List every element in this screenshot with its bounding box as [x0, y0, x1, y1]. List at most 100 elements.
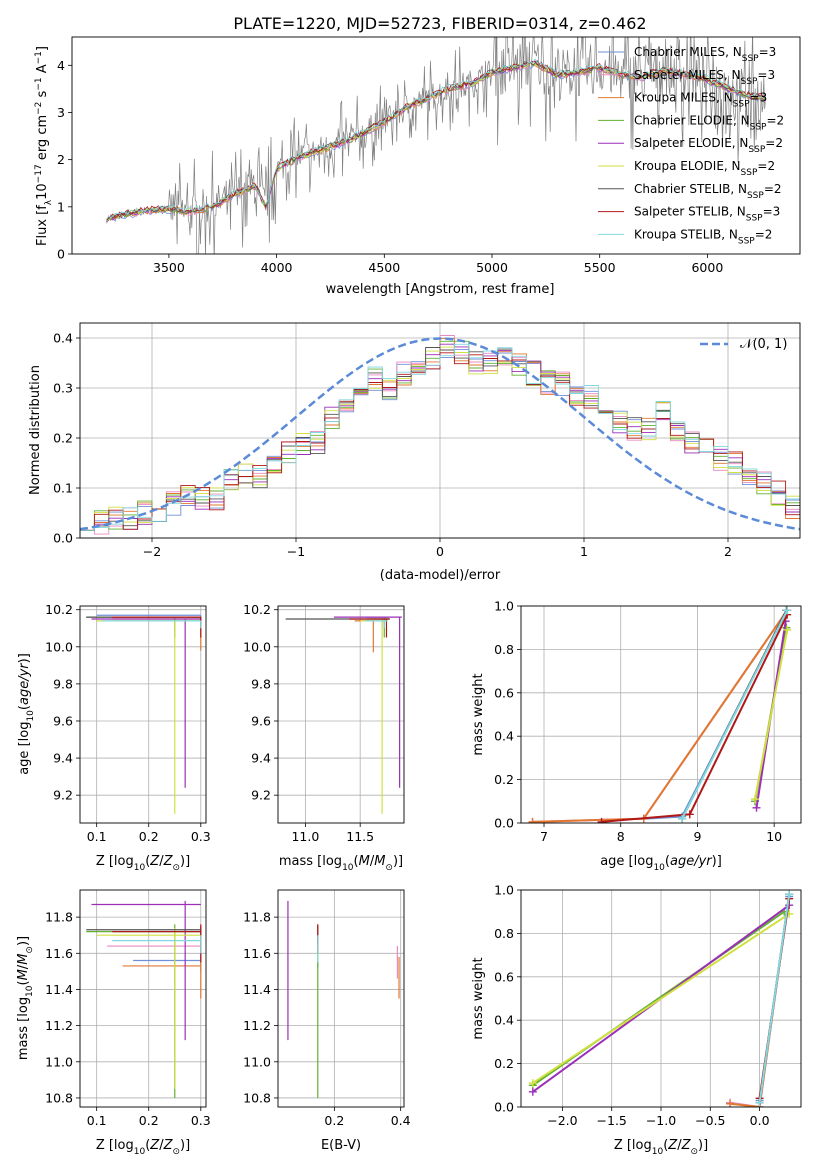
errorbar-point-8	[349, 618, 390, 638]
spectrum-legend: Chabrier MILES, NSSP=3 Salpeter MILES, NS…	[598, 45, 784, 246]
errorbar-point-6	[96, 927, 201, 1089]
y-tick-label: 10.2	[243, 602, 271, 617]
legend-label: Salpeter MILES, NSSP=3	[634, 68, 775, 87]
errorbar-point-4	[86, 616, 201, 638]
z_weight-xlabel: Z [log10(Z/Z⊙)]	[614, 1138, 708, 1157]
axes-frame	[277, 889, 405, 1108]
y-tick-label: 1.0	[494, 883, 514, 898]
errorbar-point-3	[122, 956, 202, 999]
weight-marker	[750, 795, 759, 804]
y-tick-label: 10.0	[243, 639, 271, 654]
residuals-xlabel: (data-model)/error	[380, 568, 501, 583]
residuals-legend-label: 𝒩(0, 1)	[740, 337, 787, 352]
y-tick-label: 0.6	[494, 969, 514, 984]
y-tick-label: 9.6	[53, 713, 73, 728]
x-tick-label: 6000	[691, 260, 723, 275]
x-tick-label: 4500	[368, 260, 400, 275]
y-tick-label: 11.8	[45, 910, 73, 925]
ebv_mass-plot-area	[287, 900, 400, 1098]
y-tick-label: 11.0	[45, 1054, 73, 1069]
x-tick-label: 4000	[261, 260, 293, 275]
z_age-ylabel: age [log10(age/yr)]	[17, 653, 36, 775]
y-tick-label: 4	[57, 58, 65, 73]
errorbar-point-9	[112, 935, 202, 954]
y-tick-label: 11.2	[243, 1018, 271, 1033]
x-tick-label: −2	[143, 544, 161, 559]
y-tick-label: 11.4	[243, 982, 271, 997]
x-tick-label: 0.2	[324, 1113, 344, 1128]
spectrum-plot-area	[106, 37, 766, 254]
y-tick-label: 10.8	[45, 1090, 73, 1105]
mass_age-plot-area	[285, 616, 402, 814]
y-tick-label: 10.8	[243, 1090, 271, 1105]
legend-label: Salpeter STELIB, NSSP=3	[634, 205, 780, 224]
model-spectrum-5	[106, 61, 766, 222]
age_weight-xlabel: age [log10(age/yr)]	[600, 854, 722, 873]
x-tick-label: −1.5	[597, 1113, 627, 1128]
x-tick-label: 10	[766, 829, 782, 844]
x-tick-label: 0.3	[191, 829, 211, 844]
spectrum-ylabel: Flux [fλ10−17 erg cm−2 s−1 A−1]	[34, 46, 54, 246]
age_weight-panel: 7 8 9 10 0.0 0.2 0.4 0.6 0.8 1.0 age [log10(age/yr…	[471, 599, 802, 873]
age_weight-plot-area	[528, 606, 792, 823]
axes-frame	[520, 889, 802, 1108]
errorbar-point-9	[101, 620, 202, 629]
weight-marker	[785, 890, 794, 899]
y-tick-label: 0.2	[494, 1056, 514, 1071]
weight-marker	[752, 803, 761, 812]
z_age-xlabel: Z [log10(Z/Z⊙)]	[96, 854, 190, 873]
weight-marker	[528, 1087, 537, 1096]
x-tick-label: 0.2	[139, 1113, 159, 1128]
weight-marker	[685, 810, 694, 819]
axes-frame	[79, 322, 801, 539]
y-tick-label: 11.6	[45, 946, 73, 961]
legend-label: Kroupa MILES, NSSP=3	[634, 91, 767, 110]
errorbar-point-8	[112, 616, 202, 638]
legend-label: Chabrier STELIB, NSSP=2	[634, 182, 782, 201]
x-tick-label: −1.0	[646, 1113, 676, 1128]
z_weight-plot-area	[528, 890, 794, 1107]
y-tick-label: 9.4	[251, 751, 271, 766]
x-tick-label: 2	[724, 544, 732, 559]
z_age-panel: 0.1 0.2 0.3 9.2 9.4 9.6 9.8 10.0 10.2 Z [log10(Z/…	[17, 602, 211, 873]
mass_age-panel: 11.0 11.5 9.2 9.4 9.6 9.8 10.0 10.2 mass [log10(…	[243, 602, 405, 873]
errorbar-point-7	[86, 926, 202, 936]
observed-spectrum	[106, 37, 766, 254]
x-tick-label: 0.2	[139, 829, 159, 844]
y-tick-label: 0.2	[53, 431, 73, 446]
legend-label: Salpeter ELODIE, NSSP=2	[634, 136, 783, 155]
errorbar-point-3	[354, 620, 378, 653]
weight-series-3	[532, 609, 789, 823]
y-tick-label: 10.0	[45, 639, 73, 654]
y-tick-label: 2	[57, 152, 65, 167]
errorbar-point-5	[91, 618, 201, 788]
y-tick-label: 11.2	[45, 1018, 73, 1033]
y-tick-label: 1.0	[494, 599, 514, 614]
legend-label: Kroupa STELIB, NSSP=2	[634, 227, 772, 246]
y-tick-label: 3	[57, 105, 65, 120]
legend-label: Chabrier ELODIE, NSSP=2	[634, 113, 784, 132]
z_weight-ylabel: mass weight	[471, 957, 486, 1039]
y-tick-label: 0.4	[53, 331, 73, 346]
weight-series-6	[532, 913, 790, 1084]
y-tick-label: 9.2	[251, 788, 271, 803]
z_mass-panel: 0.1 0.2 0.3 10.8 11.0 11.2 11.4 11.6 11.8 Z [log1…	[16, 889, 211, 1157]
y-tick-label: 0.0	[494, 816, 514, 831]
z_mass-xlabel: Z [log10(Z/Z⊙)]	[96, 1138, 190, 1157]
x-tick-label: 9	[693, 829, 701, 844]
y-tick-label: 0.0	[53, 531, 73, 546]
histogram-7	[80, 347, 800, 538]
legend-label: Chabrier MILES, NSSP=3	[634, 45, 776, 64]
residuals-ylabel: Normed distribution	[28, 365, 43, 495]
x-tick-label: 8	[617, 829, 625, 844]
y-tick-label: 11.6	[243, 946, 271, 961]
x-tick-label: 0.1	[87, 1113, 107, 1128]
y-tick-label: 9.8	[251, 676, 271, 691]
y-tick-label: 0.8	[494, 642, 514, 657]
x-tick-label: −1	[287, 544, 305, 559]
axes-frame	[71, 36, 801, 255]
x-tick-label: 11.0	[291, 829, 319, 844]
weight-marker	[783, 625, 792, 634]
x-tick-label: 0.4	[391, 1113, 411, 1128]
age_weight-ylabel: mass weight	[471, 673, 486, 755]
